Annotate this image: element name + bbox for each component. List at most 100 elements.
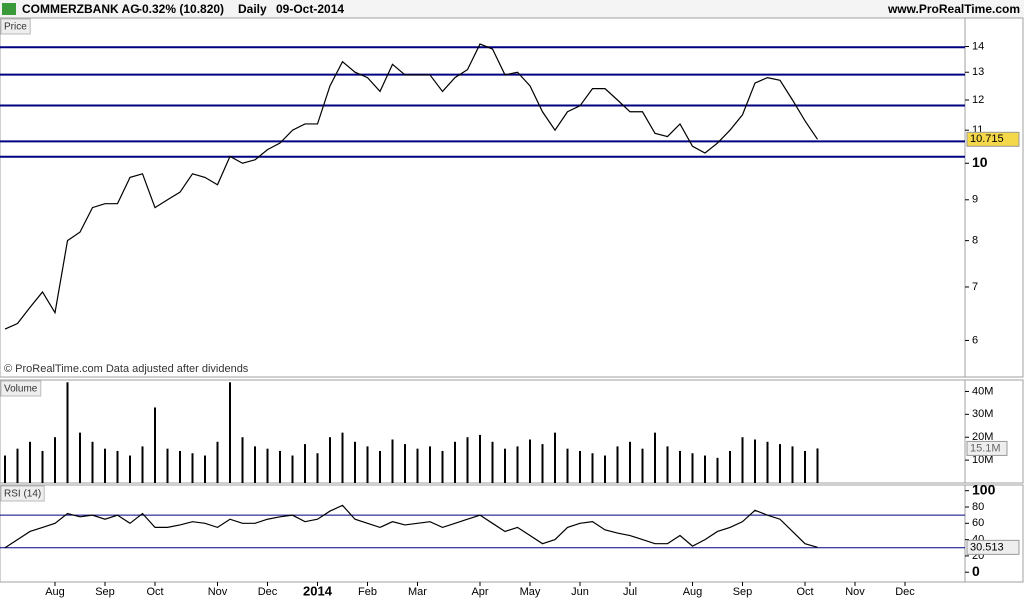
panel-label: Volume xyxy=(4,384,38,395)
volume-bar xyxy=(641,448,644,483)
volume-bar xyxy=(341,432,344,483)
volume-bar xyxy=(166,448,169,483)
volume-bar xyxy=(554,432,556,483)
x-tick-label: Sep xyxy=(95,586,115,598)
volume-bar xyxy=(54,437,56,483)
volume-bar xyxy=(254,446,256,483)
y-tick-label: 0 xyxy=(972,563,980,579)
volume-bar xyxy=(29,441,31,483)
volume-bar xyxy=(229,382,231,483)
volume-bar xyxy=(366,446,369,483)
y-tick-label: 6 xyxy=(972,334,978,346)
volume-bar xyxy=(691,453,694,483)
volume-bar xyxy=(416,448,419,483)
x-tick-label: Sep xyxy=(733,586,753,598)
last-value: 15.1M xyxy=(970,442,1001,454)
y-tick-label: 14 xyxy=(972,40,984,52)
volume-bar xyxy=(116,450,119,483)
volume-bar xyxy=(4,455,6,483)
volume-bar xyxy=(791,446,794,483)
y-tick-label: 13 xyxy=(972,66,984,78)
x-tick-label: Oct xyxy=(796,586,813,598)
volume-bar xyxy=(391,439,394,483)
y-tick-label: 11 xyxy=(972,124,983,136)
x-tick-label: Apr xyxy=(471,586,488,598)
volume-bar xyxy=(16,448,19,483)
volume-bar xyxy=(766,441,769,483)
last-value: 10.715 xyxy=(970,133,1004,145)
volume-bar xyxy=(466,437,469,483)
last-value-box xyxy=(966,440,1008,456)
x-tick-label: Oct xyxy=(146,586,163,598)
panel-label-box xyxy=(0,380,42,397)
volume-bar xyxy=(129,455,131,483)
period: Daily xyxy=(238,2,267,16)
volume-bar xyxy=(566,448,569,483)
panel-label-box xyxy=(0,18,31,35)
volume-bar xyxy=(66,382,69,483)
volume-bar xyxy=(304,444,306,483)
volume-bar xyxy=(729,450,731,483)
volume-bar xyxy=(816,448,819,483)
panel-label: RSI (14) xyxy=(4,489,41,500)
volume-bar xyxy=(754,439,756,483)
volume-bar xyxy=(541,444,544,483)
volume-bar xyxy=(329,437,331,483)
volume-bar xyxy=(241,437,244,483)
volume-bar xyxy=(154,407,156,483)
series-line xyxy=(4,43,818,330)
panel-frame xyxy=(0,379,1024,484)
x-tick-label: Nov xyxy=(845,586,865,598)
title: COMMERZBANK AG xyxy=(22,2,140,16)
x-tick-label: Feb xyxy=(358,586,377,598)
x-tick-label: Jul xyxy=(623,586,637,598)
volume-bar xyxy=(41,450,44,483)
volume-bar xyxy=(741,437,744,483)
x-tick-label: Nov xyxy=(208,586,228,598)
volume-bar xyxy=(716,457,719,483)
volume-bar xyxy=(666,446,669,483)
volume-bar xyxy=(216,441,219,483)
y-tick-label: 40M xyxy=(972,385,993,397)
volume-bar xyxy=(629,441,631,483)
y-tick-label: 7 xyxy=(972,281,978,293)
y-tick-label: 10 xyxy=(972,154,988,170)
volume-bar xyxy=(491,441,494,483)
volume-bar xyxy=(141,446,144,483)
x-tick-label: Jun xyxy=(571,586,589,598)
y-tick-label: 60 xyxy=(972,517,984,529)
volume-bar xyxy=(279,450,281,483)
volume-bar xyxy=(516,446,519,483)
change: -0.32% (10.820) xyxy=(138,2,224,16)
y-tick-label: 10M xyxy=(972,454,993,466)
volume-bar xyxy=(91,441,94,483)
volume-bar xyxy=(616,446,619,483)
volume-bar xyxy=(804,450,806,483)
volume-bar xyxy=(591,453,594,483)
x-tick-label: Aug xyxy=(45,586,65,598)
panel-frame xyxy=(0,484,1024,583)
volume-bar xyxy=(316,453,319,483)
panel-label-box xyxy=(0,485,45,502)
volume-bar xyxy=(379,450,381,483)
x-tick-label: 2014 xyxy=(303,583,333,598)
y-tick-label: 9 xyxy=(972,194,978,206)
volume-bar xyxy=(529,439,531,483)
volume-bar xyxy=(654,432,656,483)
volume-bar xyxy=(779,444,781,483)
last-value-box xyxy=(966,539,1020,555)
x-tick-label: Dec xyxy=(258,586,278,598)
volume-bar xyxy=(704,455,706,483)
volume-bar xyxy=(404,444,406,483)
volume-bar xyxy=(579,450,581,483)
note: © ProRealTime.com Data adjusted after di… xyxy=(4,363,249,375)
y-tick-label: 30M xyxy=(972,408,993,420)
header-bar xyxy=(0,0,1024,18)
volume-bar xyxy=(179,450,181,483)
volume-bar xyxy=(266,448,269,483)
date: 09-Oct-2014 xyxy=(276,2,344,16)
x-tick-label: May xyxy=(520,586,541,598)
last-value-box xyxy=(966,131,1020,147)
